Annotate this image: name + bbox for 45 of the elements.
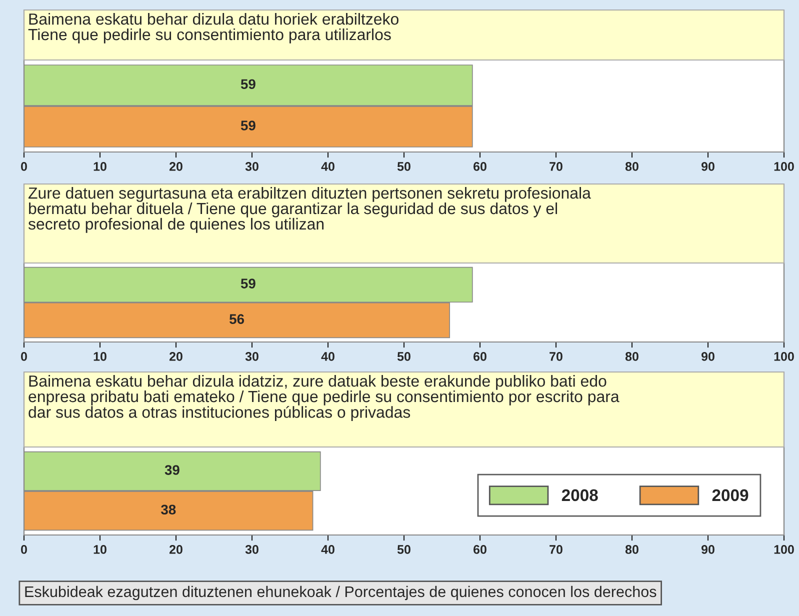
x-tick-label: 10 (94, 162, 106, 171)
x-tick-label: 80 (625, 162, 638, 171)
x-tick-label: 100 (774, 162, 794, 171)
x-tick-label: 30 (245, 352, 258, 361)
data-label: 59 (240, 120, 256, 130)
x-tick-label: 60 (474, 162, 486, 171)
legend-label: 2009 (712, 489, 748, 502)
x-tick-label: 20 (169, 162, 182, 171)
legend-label: 2008 (562, 489, 598, 502)
x-tick-label: 50 (397, 352, 410, 361)
x-tick-label: 30 (245, 162, 258, 171)
x-tick-label: 80 (625, 545, 638, 554)
x-tick-label: 50 (397, 162, 410, 171)
x-tick-label: 70 (550, 162, 562, 171)
x-tick-label: 70 (550, 545, 562, 554)
chart-title: Zure datuen segurtasuna eta erabiltzen dituzten pertsonen sekretu profesionala bermatu behar dituela / Tiene que garantizar la seguridad de sus datos y el secreto profesional de quienes los utilizan (28, 187, 591, 233)
x-tick-label: 100 (774, 545, 794, 554)
x-tick-label: 30 (245, 545, 258, 554)
data-label: 59 (240, 79, 256, 90)
data-label: 56 (230, 314, 244, 324)
x-tick-label: 90 (701, 352, 714, 361)
chart-title: Baimena eskatu behar dizula idatziz, zure datuak beste erakunde publiko bati edo enpresa pribatu bati emateko / Tiene que pedirle su consentimiento por escrito para dar sus datos a otras instituciones públicas o privadas (28, 375, 620, 422)
x-tick-label: 50 (397, 545, 410, 554)
x-tick-label: 10 (94, 352, 106, 361)
x-tick-label: 90 (701, 162, 714, 171)
x-tick-label: 60 (474, 352, 486, 361)
data-label: 38 (160, 504, 176, 515)
x-tick-label: 0 (21, 545, 27, 554)
x-tick-label: 60 (474, 545, 486, 554)
x-tick-label: 90 (701, 545, 714, 554)
x-tick-label: 20 (169, 545, 182, 554)
data-label: 59 (240, 278, 256, 288)
x-tick-label: 100 (774, 352, 794, 361)
x-tick-label: 80 (625, 352, 638, 361)
text: Eskubideak ezagutzen dituztenen ehunekoak / Porcentajes de quienes conocen los derechos (25, 586, 656, 600)
x-tick-label: 40 (321, 162, 334, 171)
x-tick-label: 70 (550, 352, 562, 361)
data-label: 39 (164, 465, 180, 475)
x-tick-label: 10 (94, 545, 106, 554)
x-tick-label: 0 (21, 162, 27, 171)
x-tick-label: 20 (169, 352, 182, 361)
x-tick-label: 0 (21, 352, 27, 361)
chart-title: Baimena eskatu behar dizula datu horiek erabiltzeko Tiene que pedirle su consentimiento para utilizarlos (28, 13, 398, 44)
x-tick-label: 40 (321, 545, 334, 554)
x-tick-label: 40 (321, 352, 334, 361)
